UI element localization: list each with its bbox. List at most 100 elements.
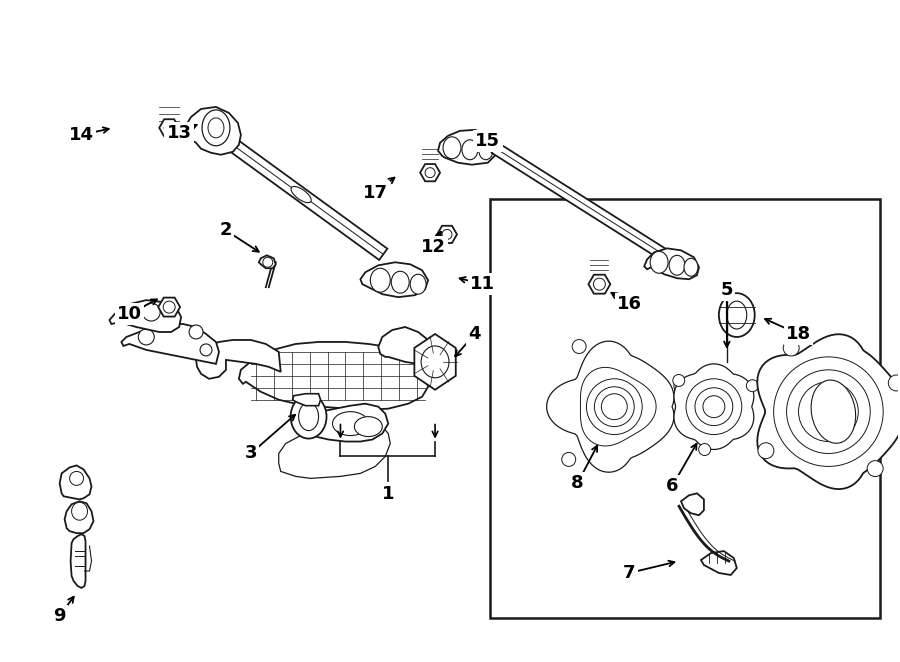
Circle shape [425, 167, 435, 177]
Polygon shape [378, 327, 432, 364]
Text: 17: 17 [363, 183, 388, 202]
Circle shape [142, 303, 160, 321]
Polygon shape [681, 493, 704, 515]
Polygon shape [674, 364, 754, 449]
Ellipse shape [370, 268, 391, 292]
Text: 6: 6 [666, 477, 679, 495]
Ellipse shape [479, 142, 493, 160]
Circle shape [139, 329, 154, 345]
Text: 2: 2 [220, 221, 232, 240]
Polygon shape [757, 334, 900, 489]
Ellipse shape [587, 379, 643, 434]
Ellipse shape [410, 274, 426, 294]
Polygon shape [701, 551, 737, 575]
Circle shape [673, 375, 685, 387]
Circle shape [698, 444, 711, 455]
Ellipse shape [684, 258, 698, 276]
Circle shape [783, 340, 799, 356]
Text: 9: 9 [53, 607, 66, 625]
Ellipse shape [299, 402, 319, 430]
Polygon shape [279, 424, 391, 479]
Ellipse shape [443, 137, 461, 159]
Polygon shape [122, 324, 219, 364]
Text: 5: 5 [721, 281, 734, 299]
Polygon shape [159, 119, 179, 136]
Polygon shape [292, 394, 320, 406]
Polygon shape [644, 248, 699, 279]
Ellipse shape [462, 140, 478, 160]
Text: 10: 10 [117, 305, 142, 323]
Circle shape [758, 443, 774, 459]
Ellipse shape [650, 252, 668, 273]
Text: 1: 1 [382, 485, 394, 503]
Polygon shape [215, 129, 387, 260]
Circle shape [164, 123, 175, 133]
Polygon shape [414, 334, 455, 390]
Polygon shape [360, 262, 428, 297]
Polygon shape [196, 340, 281, 379]
Text: 8: 8 [572, 475, 584, 493]
Circle shape [562, 452, 576, 467]
Ellipse shape [291, 395, 327, 438]
Text: 14: 14 [69, 126, 94, 144]
Ellipse shape [811, 380, 856, 444]
Circle shape [593, 278, 606, 290]
Ellipse shape [669, 256, 685, 275]
Text: 3: 3 [245, 444, 257, 463]
Polygon shape [491, 143, 682, 269]
Ellipse shape [787, 370, 870, 453]
Circle shape [746, 380, 759, 392]
Polygon shape [546, 341, 674, 472]
Circle shape [572, 340, 586, 354]
Bar [491, 199, 880, 618]
Ellipse shape [72, 502, 87, 520]
Circle shape [200, 344, 212, 356]
Ellipse shape [686, 379, 742, 434]
Text: 4: 4 [469, 325, 482, 343]
Ellipse shape [421, 346, 449, 378]
Circle shape [442, 230, 452, 240]
Ellipse shape [355, 416, 382, 436]
Text: 16: 16 [616, 295, 642, 313]
Ellipse shape [798, 382, 859, 442]
Polygon shape [589, 275, 610, 294]
Ellipse shape [202, 110, 230, 146]
Ellipse shape [695, 388, 733, 426]
Text: 18: 18 [786, 325, 811, 343]
Polygon shape [70, 534, 86, 588]
Text: 12: 12 [420, 238, 446, 256]
Text: 13: 13 [166, 124, 192, 142]
Text: 5: 5 [721, 281, 734, 299]
Ellipse shape [332, 412, 368, 436]
Polygon shape [310, 404, 388, 442]
Circle shape [868, 461, 883, 477]
Ellipse shape [601, 394, 627, 420]
Polygon shape [158, 298, 180, 316]
Ellipse shape [774, 357, 883, 467]
Circle shape [888, 375, 900, 391]
Polygon shape [437, 226, 457, 243]
Ellipse shape [594, 387, 634, 426]
Ellipse shape [208, 118, 224, 138]
Ellipse shape [291, 187, 311, 203]
Ellipse shape [719, 293, 755, 337]
Polygon shape [420, 164, 440, 181]
Polygon shape [438, 130, 495, 165]
Polygon shape [65, 501, 94, 533]
Text: 11: 11 [471, 275, 495, 293]
Polygon shape [580, 367, 656, 446]
Circle shape [189, 325, 203, 339]
Text: 15: 15 [475, 132, 500, 150]
Ellipse shape [727, 301, 747, 329]
Circle shape [263, 258, 273, 267]
Ellipse shape [703, 396, 724, 418]
Polygon shape [186, 107, 241, 155]
Polygon shape [59, 465, 92, 499]
Circle shape [69, 471, 84, 485]
Text: 7: 7 [623, 564, 635, 582]
Circle shape [163, 301, 176, 313]
Polygon shape [238, 342, 428, 410]
Ellipse shape [392, 271, 410, 293]
Polygon shape [110, 300, 181, 332]
Circle shape [674, 379, 688, 393]
